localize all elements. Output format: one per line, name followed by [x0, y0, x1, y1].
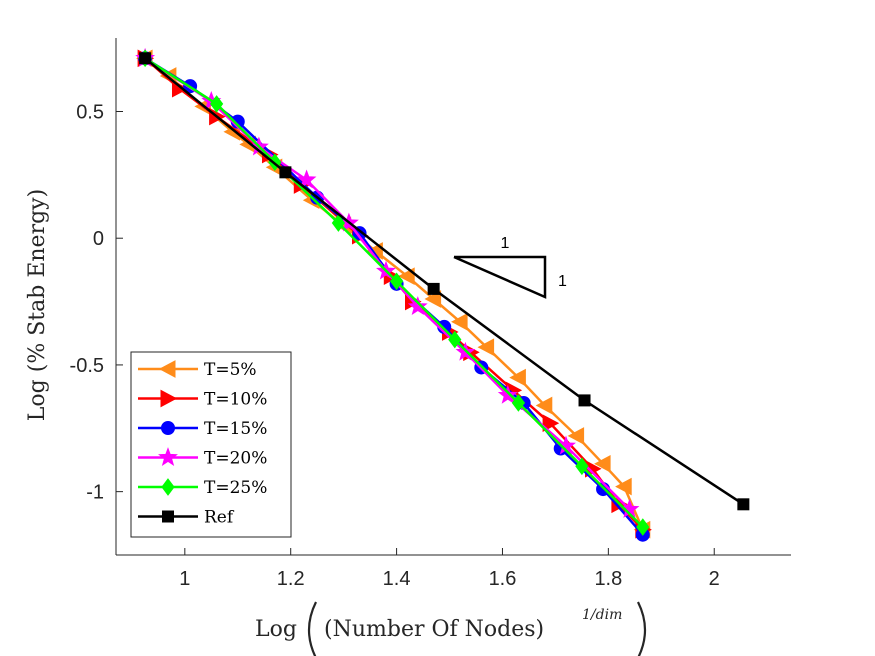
data-point — [535, 396, 553, 415]
slope-triangle: 1 1 — [453, 235, 567, 299]
data-point — [542, 414, 560, 433]
y-tick-label: -1 — [86, 482, 104, 504]
y-tick-label: 0.5 — [76, 101, 104, 123]
legend-entry: Ref — [138, 508, 235, 528]
legend-label: T=20% — [204, 449, 267, 469]
data-point — [578, 394, 591, 407]
legend-label: T=25% — [204, 478, 267, 498]
data-point — [451, 312, 468, 331]
data-point — [296, 169, 317, 189]
data-point — [139, 52, 152, 65]
data-point — [279, 166, 292, 179]
legend-entry: T=25% — [138, 478, 267, 498]
y-tick-label: 0 — [93, 228, 104, 250]
legend-entry: T=15% — [138, 419, 267, 439]
data-point — [209, 95, 224, 113]
series-ref — [139, 52, 750, 511]
x-axis-label: Log (Number Of Nodes) 1/dim — [255, 601, 647, 656]
data-point — [636, 518, 650, 536]
data-point — [737, 498, 750, 511]
legend-entry: T=10% — [138, 390, 267, 410]
y-tick-label: -0.5 — [70, 355, 104, 377]
x-tick-label: 1.6 — [489, 568, 517, 590]
data-point — [509, 368, 526, 387]
data-point — [352, 226, 367, 241]
legend-marker — [158, 360, 176, 378]
x-axis-label-exponent: 1/dim — [582, 607, 622, 623]
x-tick-label: 1.8 — [594, 568, 622, 590]
x-tick-label: 1.2 — [277, 568, 305, 590]
legend-box — [130, 351, 292, 538]
legend-label: Ref — [204, 508, 235, 528]
legend-label: T=5% — [204, 360, 257, 380]
plot-area — [135, 47, 750, 542]
data-point — [615, 477, 632, 496]
legend-entry: T=5% — [138, 360, 257, 380]
data-point — [511, 394, 526, 412]
data-point — [448, 330, 462, 349]
data-point — [575, 457, 589, 476]
slope-rise-label: 1 — [558, 273, 567, 290]
data-point — [389, 272, 404, 291]
data-point — [427, 282, 440, 295]
data-point — [424, 290, 442, 308]
x-label-left-paren — [307, 601, 317, 656]
legend: T=5% T=10% T=15% T=20% T=25% Ref — [130, 351, 292, 538]
x-axis-label-prefix: Log — [255, 617, 297, 642]
x-label-right-paren — [637, 601, 647, 656]
series-t-25- — [138, 49, 650, 536]
slope-run-label: 1 — [501, 235, 510, 252]
legend-label: T=10% — [204, 390, 267, 410]
data-point — [331, 214, 346, 232]
data-point — [477, 338, 495, 357]
legend-marker — [162, 510, 174, 523]
legend-marker — [158, 447, 178, 466]
data-point — [567, 427, 585, 445]
x-axis-label-inner: (Number Of Nodes) — [324, 617, 544, 642]
legend-label: T=15% — [204, 419, 267, 439]
x-tick-label: 1.4 — [383, 568, 411, 590]
legend-marker — [161, 421, 175, 435]
slope-triangle-shape — [453, 255, 547, 299]
x-axis: 1 1.2 1.4 1.6 1.8 2 — [116, 548, 791, 590]
y-axis: 0.5 0 -0.5 -1 — [70, 38, 123, 555]
legend-marker — [161, 478, 175, 496]
x-tick-label: 1 — [179, 568, 190, 590]
legend-entry: T=20% — [138, 447, 267, 469]
data-point — [497, 384, 518, 404]
x-tick-label: 2 — [709, 568, 720, 590]
data-point — [407, 296, 428, 316]
legend-marker — [160, 389, 178, 408]
y-axis-label: Log (% Stab Energy) — [25, 189, 50, 421]
data-point — [594, 454, 611, 473]
